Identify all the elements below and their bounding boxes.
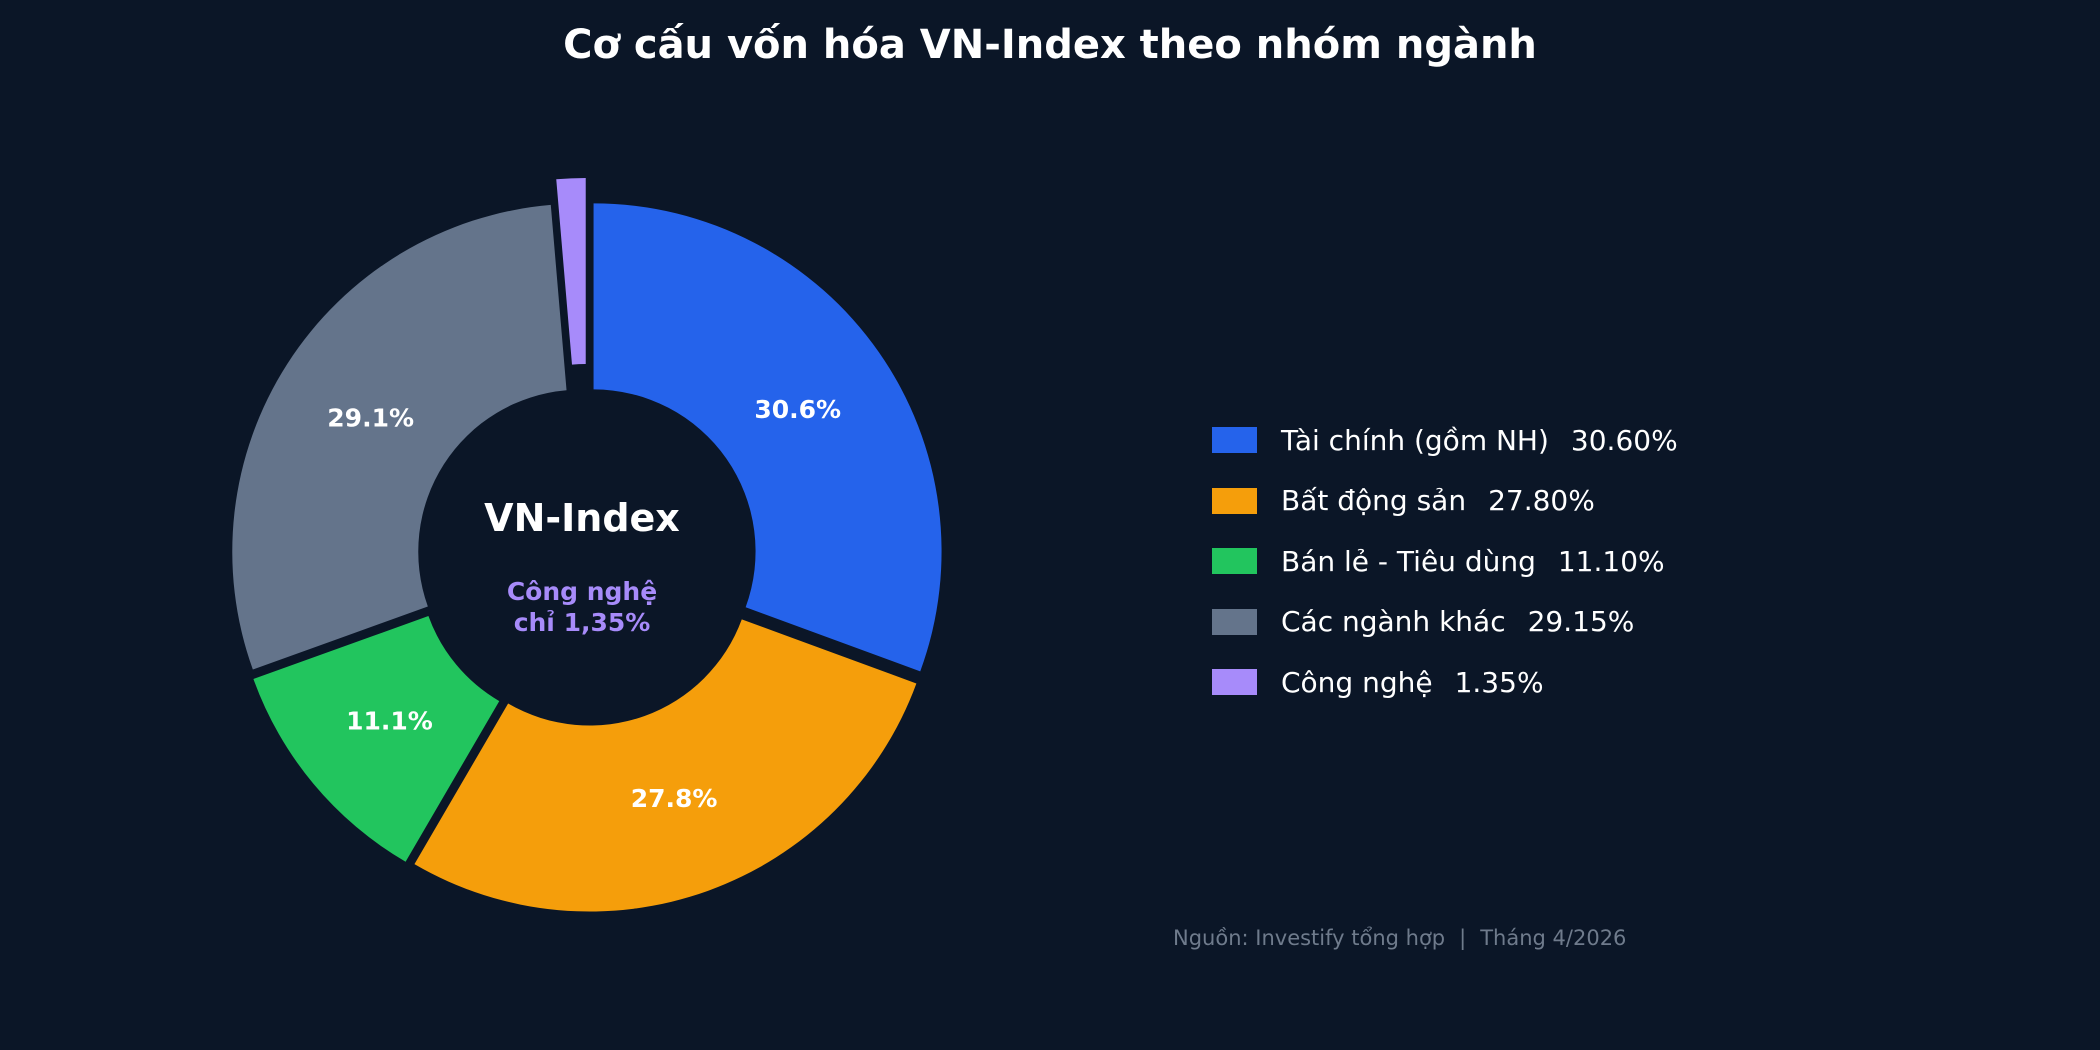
slice-labels: 30.6% 27.8% 11.1% 29.1% — [327, 395, 841, 813]
legend-label: Công nghệ — [1281, 665, 1433, 699]
legend: Tài chính (gồm NH) 30.60% Bất động sản 2… — [1212, 410, 1678, 713]
donut-slice — [414, 619, 917, 912]
slice-data-label: 27.8% — [631, 784, 718, 813]
legend-label: Tài chính (gồm NH) — [1281, 423, 1549, 457]
source-text: Nguồn: Investify tổng hợp — [1173, 926, 1446, 950]
source-date: Tháng 4/2026 — [1480, 926, 1627, 950]
slice-data-label: 29.1% — [327, 403, 414, 432]
legend-swatch — [1212, 548, 1257, 575]
source-note: Nguồn: Investify tổng hợp | Tháng 4/2026 — [1173, 926, 1626, 950]
legend-value: 11.10% — [1557, 544, 1665, 578]
legend-item-bat-dong-san: Bất động sản 27.80% — [1212, 471, 1678, 532]
legend-item-ban-le: Bán lẻ - Tiêu dùng 11.10% — [1212, 531, 1678, 592]
donut-slice — [556, 178, 586, 365]
legend-label: Các ngành khác — [1281, 605, 1506, 639]
center-title: VN-Index — [484, 496, 680, 540]
legend-item-tai-chinh: Tài chính (gồm NH) 30.60% — [1212, 410, 1678, 471]
center-note-line-2: chỉ 1,35% — [514, 608, 651, 637]
donut-slice — [253, 615, 500, 862]
donut-slices — [232, 178, 942, 912]
legend-swatch — [1212, 608, 1257, 635]
slice-data-label: 30.6% — [754, 395, 841, 424]
legend-swatch — [1212, 427, 1257, 454]
slice-data-label: 11.1% — [346, 706, 433, 735]
legend-value: 29.15% — [1527, 605, 1635, 639]
legend-swatch — [1212, 669, 1257, 696]
chart-title: Cơ cấu vốn hóa VN-Index theo nhóm ngành — [563, 22, 1537, 68]
legend-value: 1.35% — [1454, 665, 1544, 699]
legend-item-cong-nghe: Công nghệ 1.35% — [1212, 652, 1678, 713]
legend-value: 30.60% — [1570, 423, 1678, 457]
legend-label: Bất động sản — [1281, 484, 1467, 518]
donut-slice — [232, 204, 567, 670]
source-separator: | — [1459, 926, 1467, 950]
legend-label: Bán lẻ - Tiêu dùng — [1281, 544, 1536, 578]
donut-slice — [593, 203, 942, 672]
center-note-line-1: Công nghệ — [507, 577, 657, 606]
legend-value: 27.80% — [1488, 484, 1595, 518]
legend-item-cac-nganh-khac: Các ngành khác 29.15% — [1212, 592, 1678, 653]
legend-swatch — [1212, 487, 1257, 514]
